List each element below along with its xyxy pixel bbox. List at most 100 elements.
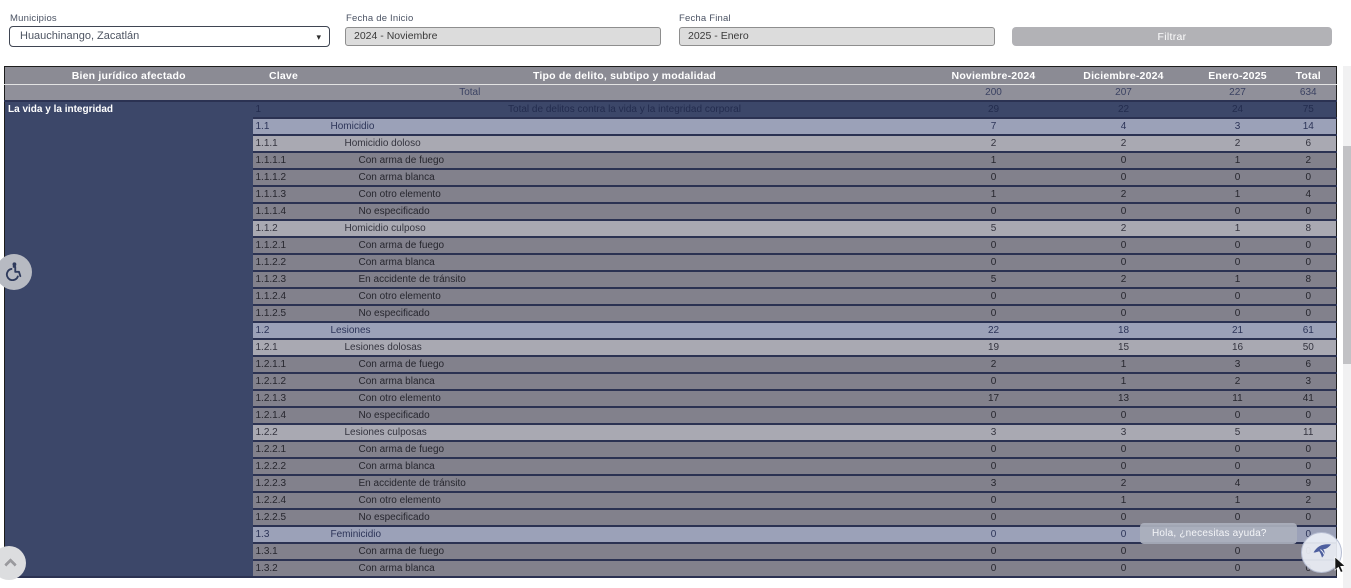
tipo-cell: No especificado <box>314 305 935 323</box>
table-row: 1.2.2.5 No especificado 0 0 0 0 <box>5 509 1337 527</box>
col-total: Total <box>1280 66 1337 85</box>
grand-total-label: Total <box>4 84 935 102</box>
clave-cell: 1.3 <box>252 526 315 544</box>
table-row: 1.1.2 Homicidio culposo 5 2 1 8 <box>5 220 1337 238</box>
value-cell: 0 <box>934 509 1053 527</box>
value-cell: 0 <box>934 543 1053 561</box>
chat-button[interactable] <box>1301 532 1342 573</box>
value-cell: 0 <box>1280 203 1337 221</box>
clave-cell: 1.2.1.2 <box>252 373 315 391</box>
col-diciembre-2024: Diciembre-2024 <box>1052 66 1195 85</box>
value-cell: 5 <box>934 220 1053 238</box>
scrollbar-thumb[interactable] <box>1343 146 1351 364</box>
value-cell: 0 <box>1280 458 1337 476</box>
value-cell: 1 <box>1194 186 1281 204</box>
value-cell: 0 <box>934 441 1053 459</box>
filter-bar: Municipios Huauchinango, Zacatlán ▾ Fech… <box>0 0 1351 60</box>
value-cell: 0 <box>1280 169 1337 187</box>
table-row: 1.1.2.3 En accidente de tránsito 5 2 1 8 <box>5 271 1337 289</box>
value-cell: 0 <box>934 169 1053 187</box>
value-cell: 4 <box>1194 475 1281 493</box>
value-cell: 2 <box>1052 135 1195 153</box>
tipo-cell: Con otro elemento <box>314 186 935 204</box>
value-cell: 8 <box>1280 220 1337 238</box>
table-row: 1.1.2.5 No especificado 0 0 0 0 <box>5 305 1337 323</box>
value-cell: 0 <box>1280 407 1337 425</box>
value-cell: 4 <box>1052 118 1195 136</box>
table-row: 1.1.2.1 Con arma de fuego 0 0 0 0 <box>5 237 1337 255</box>
value-cell: 2 <box>1052 271 1195 289</box>
value-cell: 0 <box>1052 152 1195 170</box>
value-cell: 41 <box>1280 390 1337 408</box>
table-row: 1.2.2.1 Con arma de fuego 0 0 0 0 <box>5 441 1337 459</box>
table-header-row: Bien jurídico afectado Clave Tipo de del… <box>4 66 1337 85</box>
value-cell: 2 <box>934 356 1053 374</box>
table-row: 1.1.2.2 Con arma blanca 0 0 0 0 <box>5 254 1337 272</box>
table-row: 1.1.1.3 Con otro elemento 1 2 1 4 <box>5 186 1337 204</box>
clave-cell: 1.2.1.3 <box>252 390 315 408</box>
table-row: La vida y la integridad 1 Total de delitos… <box>4 101 1337 578</box>
value-cell: 0 <box>934 237 1053 255</box>
scroll-to-top-button[interactable] <box>0 546 26 580</box>
filtrar-button[interactable]: Filtrar <box>1012 27 1332 46</box>
value-cell: 0 <box>1194 458 1281 476</box>
col-bien-juridico: Bien jurídico afectado <box>4 66 253 85</box>
table-row: 1.2.1 Lesiones dolosas 19 15 16 50 <box>5 339 1337 357</box>
value-cell: 1 <box>1052 492 1195 510</box>
value-cell: 3 <box>934 424 1053 442</box>
tipo-cell: Con otro elemento <box>314 492 935 510</box>
value-cell: 8 <box>1280 271 1337 289</box>
table-row: 1.2.2.4 Con otro elemento 0 1 1 2 <box>5 492 1337 510</box>
value-cell: 0 <box>1052 288 1195 306</box>
value-cell: 1 <box>1194 152 1281 170</box>
tipo-cell: En accidente de tránsito <box>314 271 935 289</box>
value-cell: 0 <box>1052 509 1195 527</box>
value-cell: 0 <box>1280 237 1337 255</box>
value-cell: 0 <box>1280 288 1337 306</box>
scrollbar-track[interactable] <box>1343 66 1351 588</box>
value-cell: 0 <box>1052 305 1195 323</box>
value-cell: 1 <box>1194 492 1281 510</box>
col-clave: Clave <box>252 66 315 85</box>
value-cell: 2 <box>1194 135 1281 153</box>
tipo-cell: Con arma blanca <box>314 458 935 476</box>
clave-cell: 1.2.2.5 <box>252 509 315 527</box>
value-cell: 3 <box>1194 356 1281 374</box>
value-cell: 0 <box>934 254 1053 272</box>
clave-cell: 1.1.2.3 <box>252 271 315 289</box>
value-cell: 1 <box>1052 373 1195 391</box>
value-cell: 14 <box>1280 118 1337 136</box>
clave-cell: 1.2.2.4 <box>252 492 315 510</box>
value-cell: 0 <box>1194 407 1281 425</box>
table-row: 1.1 Homicidio 7 4 3 14 <box>5 118 1337 136</box>
clave-cell: 1.2.2.1 <box>252 441 315 459</box>
value-cell: 22 <box>1052 101 1195 119</box>
value-cell: 18 <box>1052 322 1195 340</box>
municipios-selected-value: Huauchinango, Zacatlán <box>20 30 140 42</box>
clave-cell: 1.2.1.1 <box>252 356 315 374</box>
clave-cell: 1.2.2.2 <box>252 458 315 476</box>
accessibility-button[interactable] <box>0 254 32 290</box>
value-cell: 1 <box>934 186 1053 204</box>
value-cell: 50 <box>1280 339 1337 357</box>
value-cell: 0 <box>1280 509 1337 527</box>
value-cell: 0 <box>934 492 1053 510</box>
clave-cell: 1.1 <box>252 118 315 136</box>
fecha-inicio-input[interactable]: 2024 - Noviembre <box>345 27 661 46</box>
value-cell: 75 <box>1280 101 1337 119</box>
hummingbird-icon <box>1310 539 1334 566</box>
value-cell: 3 <box>934 475 1053 493</box>
clave-cell: 1.2.2.3 <box>252 475 315 493</box>
tipo-cell: Homicidio culposo <box>314 220 935 238</box>
municipios-select[interactable]: Huauchinango, Zacatlán ▾ <box>9 26 330 47</box>
table-row: 1.2.1.1 Con arma de fuego 2 1 3 6 <box>5 356 1337 374</box>
clave-cell: 1.1.1 <box>252 135 315 153</box>
value-cell: 0 <box>1052 169 1195 187</box>
fecha-final-input[interactable]: 2025 - Enero <box>679 27 995 46</box>
value-cell: 0 <box>1052 407 1195 425</box>
value-cell: 6 <box>1280 356 1337 374</box>
tipo-cell: No especificado <box>314 509 935 527</box>
clave-cell: 1.3.1 <box>252 543 315 561</box>
